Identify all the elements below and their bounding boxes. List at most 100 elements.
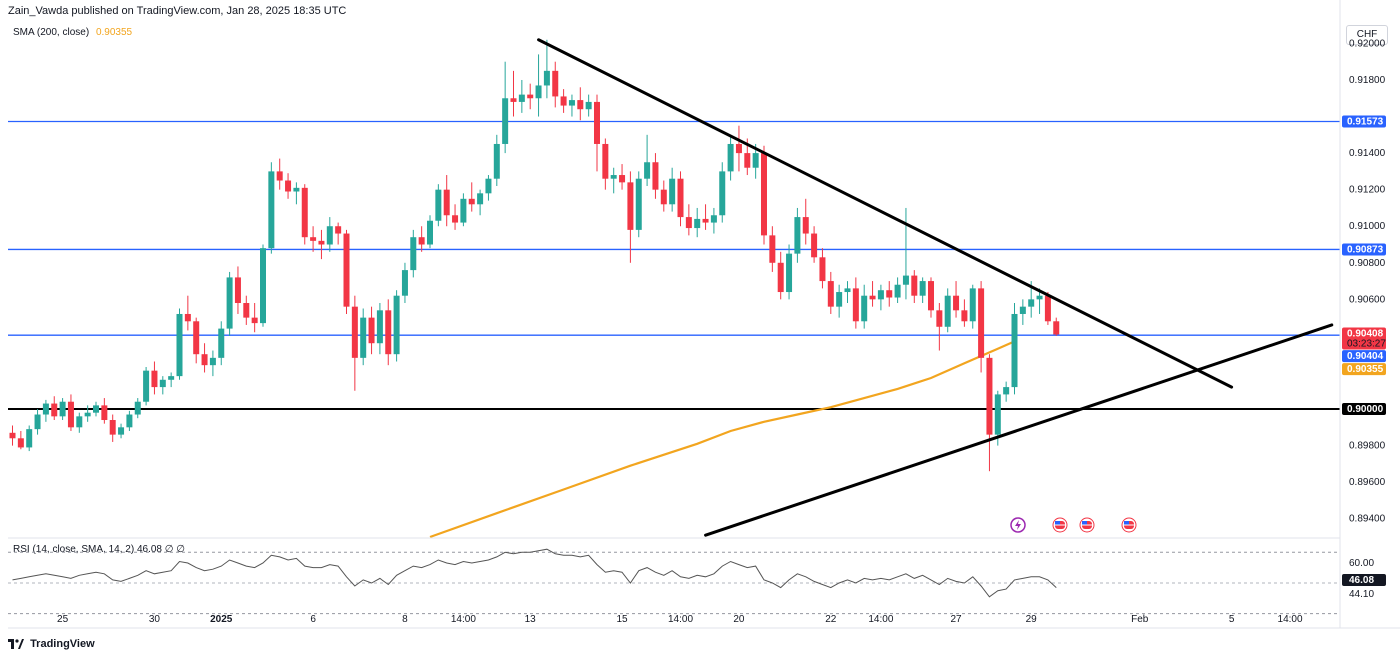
time-tick-label: 14:00 [451,614,476,625]
time-tick-label: 8 [402,614,408,625]
candle [911,270,918,304]
candle-body [644,162,651,179]
candle [276,158,283,190]
candle [610,167,617,194]
candle [502,61,509,154]
price-tag-box [1342,350,1386,363]
price-tag: 0.90404 [1342,350,1386,363]
candle [109,414,116,442]
candle [735,125,742,172]
rsi-value-label: 46.08 [1349,575,1374,586]
candle [485,175,492,201]
currency-button[interactable]: CHF [1346,25,1388,45]
candle [877,284,884,311]
candle-body [176,313,183,377]
candle-body [276,171,283,181]
candle-body [493,143,500,179]
candle [769,226,776,272]
flag-canton [1124,521,1129,525]
candle [360,308,367,366]
candle [134,398,141,419]
lightning-glyph [1015,520,1021,530]
price-tick-label: 0.90600 [1349,294,1386,305]
candle [786,244,793,300]
trendlines-layer [537,38,1334,537]
candle-body [335,226,342,234]
candle-body [1053,321,1060,335]
candle [93,401,99,417]
candle-body [552,70,559,97]
candle-body [168,376,175,380]
candle [376,303,383,355]
candle-body [811,233,818,258]
candle [42,399,49,422]
candle-body [42,403,49,415]
candle-body [151,370,158,388]
time-tick-label: 25 [57,614,69,625]
candle-body [251,317,258,324]
candle-body [953,295,960,311]
candle [635,171,642,238]
candle-body [902,275,909,285]
candle [1019,299,1026,325]
candle-body [427,220,433,245]
candle [577,87,584,121]
candle [969,284,976,329]
time-tick-label: 6 [310,614,316,625]
candle-body [260,248,266,324]
candle-body [969,288,976,322]
candle [418,226,425,252]
rsi-value-tag: 46.08 [1342,574,1386,586]
time-tick-label: 14:00 [1278,614,1303,625]
candle [326,217,333,252]
candle-body [852,288,859,322]
candle [543,39,550,99]
candle-body [376,310,383,344]
candle [427,215,433,249]
sma-legend[interactable]: SMA (200, close) 0.90355 [13,27,132,38]
sma-legend-label: SMA (200, close) [13,27,90,38]
time-axis: 25 30 2025 6 8 14:00 13 15 14:00 20 22 14:00 27 29 Feb… [57,614,1303,625]
us-flag-event-icon[interactable] [1121,517,1137,533]
tradingview-logo-icon [8,639,24,650]
candle-body [886,290,893,298]
earnings-event-icon[interactable] [1010,517,1026,533]
price-tag-box [1342,327,1386,350]
candle [852,277,859,329]
candle [343,229,350,314]
candle-body [961,310,968,322]
candle-body [26,429,33,448]
us-flag-event-icon[interactable] [1079,517,1095,533]
candle [410,229,417,278]
candle-body [193,321,200,355]
price-tag-label: 0.90873 [1347,244,1384,255]
candle [335,222,342,245]
us-flag-event-icon[interactable] [1052,517,1068,533]
candle [251,303,258,333]
candle-body [685,217,692,229]
candle [51,396,58,421]
candle [159,376,166,395]
candle [585,94,592,117]
candle-body [652,162,659,190]
horizontal-lines [8,120,1340,411]
candle [9,425,16,446]
candle-body [986,357,993,435]
rsi-legend[interactable]: RSI (14, close, SMA, 14, 2) 46.08 ∅ ∅ [13,544,185,555]
candle-body [51,403,58,417]
candle-body [710,215,717,223]
candle-body [761,153,767,236]
candle [184,295,191,331]
candle-body [326,226,333,245]
rsi-tick-label: 60.00 [1349,558,1374,569]
tradingview-footer[interactable]: TradingView [8,638,95,650]
candle-body [543,70,550,86]
candle [644,134,651,187]
candle-body [67,401,74,428]
candle-body [76,416,83,428]
candle [435,184,442,227]
candle [168,372,175,388]
sma-200-line [429,340,1015,539]
candle-body [1019,306,1026,314]
